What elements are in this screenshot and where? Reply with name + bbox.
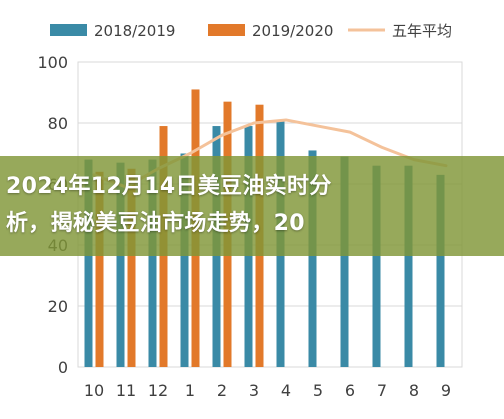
x-tick-label: 11	[116, 381, 136, 400]
x-tick-label: 9	[441, 381, 451, 400]
legend-swatch-2018/2019	[50, 24, 87, 36]
bar-2019/2020-11	[127, 168, 136, 367]
headline-banner: 2024年12月14日美豆油实时分 析，揭秘美豆油市场走势，20	[0, 156, 504, 256]
bar-2018/2019-7	[372, 165, 381, 367]
bar-2018/2019-12	[148, 159, 157, 367]
bar-2018/2019-6	[340, 156, 349, 367]
x-axis-tick-labels: 10 11 12 1 2 3 4 5 6 7 8 9	[84, 381, 451, 400]
legend-label-五年平均: 五年平均	[392, 22, 452, 40]
bar-2018/2019-5	[308, 150, 317, 367]
x-tick-label: 3	[249, 381, 259, 400]
x-tick-label: 1	[185, 381, 195, 400]
legend-swatch-2019/2020	[208, 24, 245, 36]
headline-text: 2024年12月14日美豆油实时分 析，揭秘美豆油市场走势，20	[6, 156, 502, 256]
x-tick-label: 4	[281, 381, 291, 400]
bar-2018/2019-11	[116, 162, 125, 367]
y-tick-label: 100	[37, 53, 68, 72]
legend-label-2018/2019: 2018/2019	[94, 22, 175, 40]
bar-2018/2019-1	[180, 153, 189, 367]
headline-line-2: 析，揭秘美豆油市场走势，20	[6, 211, 305, 236]
x-tick-label: 12	[148, 381, 168, 400]
y-tick-label: 20	[48, 297, 68, 316]
x-tick-label: 5	[313, 381, 323, 400]
x-tick-label: 10	[84, 381, 104, 400]
bar-2018/2019-8	[404, 165, 413, 367]
y-tick-label: 80	[48, 114, 68, 133]
x-tick-label: 7	[377, 381, 387, 400]
y-tick-label: 0	[58, 358, 68, 377]
bar-2018/2019-9	[436, 174, 445, 367]
x-tick-label: 6	[345, 381, 355, 400]
bar-2018/2019-10	[84, 159, 93, 367]
x-tick-label: 2	[217, 381, 227, 400]
legend: 2018/2019 2019/2020 五年平均	[50, 22, 452, 40]
x-tick-label: 8	[409, 381, 419, 400]
bar-2019/2020-10	[95, 171, 104, 367]
headline-line-1: 2024年12月14日美豆油实时分	[6, 174, 332, 199]
legend-label-2019/2020: 2019/2020	[252, 22, 333, 40]
